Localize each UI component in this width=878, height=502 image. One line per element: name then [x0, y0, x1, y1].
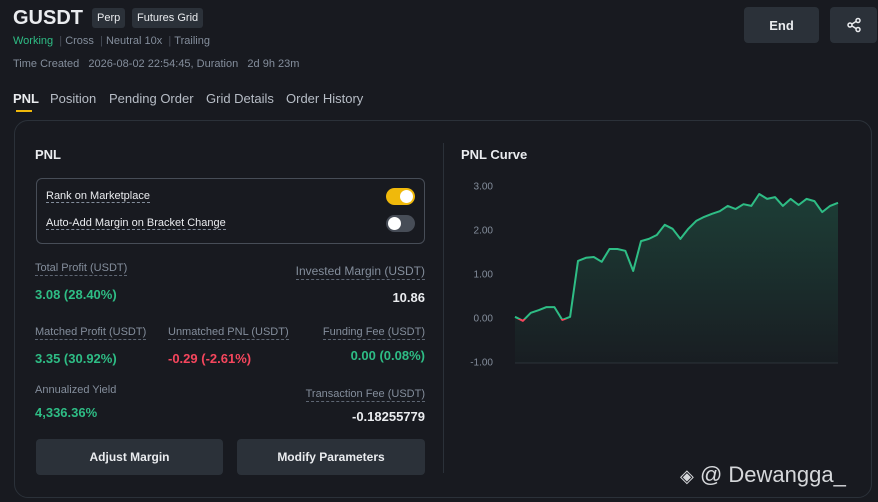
- y-tick-label: 3.00: [474, 182, 494, 193]
- stat-value: -0.29 (-2.61%): [168, 351, 252, 366]
- tab[interactable]: Position: [50, 91, 97, 106]
- duration: 2d 9h 23m: [247, 58, 300, 70]
- symbol: GUSDT: [13, 7, 83, 29]
- stat-label: Invested Margin (USDT): [295, 264, 425, 280]
- toggle-knob: [400, 190, 413, 203]
- end-button[interactable]: End: [744, 7, 819, 43]
- tab[interactable]: Order History: [286, 91, 364, 106]
- tab-indicator: [16, 110, 32, 112]
- badge: Futures Grid: [132, 8, 204, 28]
- badge: Perp: [92, 8, 126, 28]
- time-line: Time Created 2026-08-02 22:54:45, Durati…: [13, 58, 299, 70]
- stat-label: Total Profit (USDT): [35, 262, 128, 276]
- toggle-box: [36, 178, 425, 244]
- time-label: Time Created: [13, 58, 80, 70]
- stat-label: Matched Profit (USDT): [35, 326, 147, 340]
- status: Working: [13, 35, 54, 47]
- pnl-line: [514, 193, 839, 322]
- watermark: ◈ @ Dewangga_: [680, 462, 846, 487]
- adjust-margin-button[interactable]: Adjust Margin: [36, 439, 223, 475]
- pnl-chart: 3.00 2.00 1.00 0.00 -1.00: [470, 182, 839, 369]
- modify-parameters-button[interactable]: Modify Parameters: [237, 439, 425, 475]
- toggle[interactable]: [386, 215, 415, 232]
- y-tick-label: 2.00: [474, 226, 494, 237]
- stat-value: 3.35 (30.92%): [35, 351, 117, 366]
- stat-value: 4,336.36%: [35, 405, 98, 420]
- panel: [14, 120, 872, 498]
- time-value: 2026-08-02 22:54:45, Duration: [88, 58, 239, 70]
- status-line: Working | Cross | Neutral 10x | Trailing: [13, 35, 210, 47]
- status: Trailing: [174, 35, 210, 47]
- share-icon: [846, 17, 861, 33]
- stat-value: 3.08 (28.40%): [35, 287, 117, 302]
- stat-label: Funding Fee (USDT): [322, 326, 425, 340]
- stat-value: -0.18255779: [351, 409, 425, 424]
- tab[interactable]: Grid Details: [206, 91, 274, 106]
- tab[interactable]: Pending Order: [109, 91, 194, 106]
- stat-value: 10.86: [392, 290, 425, 305]
- status: Cross: [65, 35, 94, 47]
- toggle-knob: [388, 217, 401, 230]
- toggle-label: Rank on Marketplace: [46, 190, 150, 203]
- stat-value: 0.00 (0.08%): [350, 348, 425, 363]
- stat-label: Transaction Fee (USDT): [305, 388, 425, 402]
- divider: [443, 143, 444, 473]
- y-tick-label: -1.00: [470, 358, 493, 369]
- pnl-title: PNL: [35, 147, 61, 162]
- stat-label: Unmatched PNL (USDT): [168, 326, 289, 340]
- share-button[interactable]: [830, 7, 877, 43]
- y-tick-label: 0.00: [474, 314, 494, 325]
- y-tick-label: 1.00: [474, 270, 494, 281]
- toggle[interactable]: [386, 188, 415, 205]
- status: Neutral 10x: [105, 35, 163, 47]
- tab[interactable]: PNL: [13, 91, 39, 106]
- pnl-area: [515, 194, 838, 363]
- toggle-label: Auto-Add Margin on Bracket Change: [46, 217, 226, 230]
- chart-title: PNL Curve: [461, 147, 528, 162]
- watermark-text: @ Dewangga_: [699, 462, 846, 487]
- stat-label: Annualized Yield: [35, 384, 117, 396]
